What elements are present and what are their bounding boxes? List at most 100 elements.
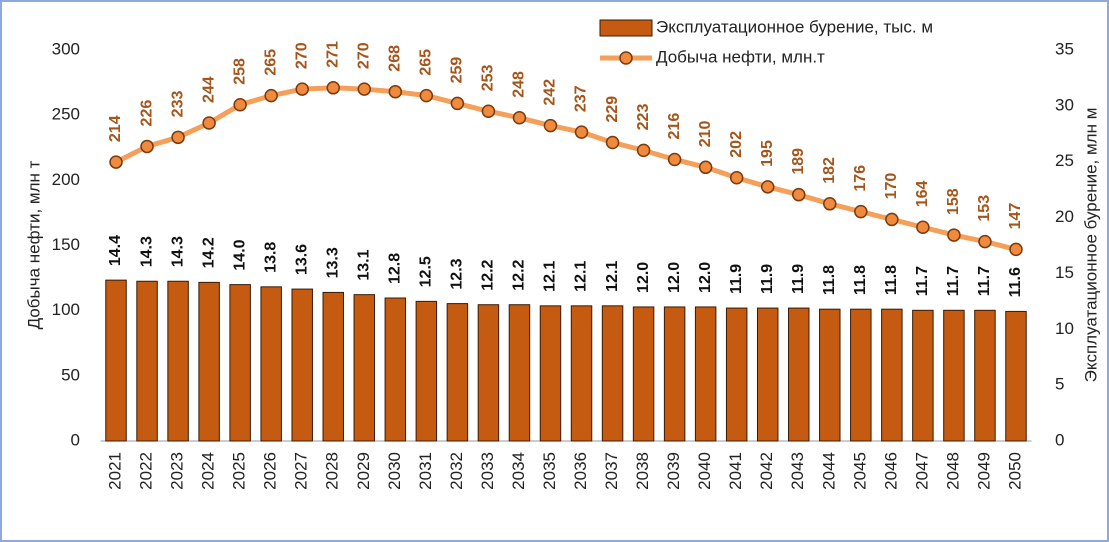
- bar-value-label: 12.3: [449, 258, 466, 289]
- line-value-label: 223: [635, 104, 652, 131]
- bar-value-label: 11.7: [976, 266, 993, 296]
- bar: [229, 284, 251, 442]
- line-value-label: 189: [790, 148, 807, 175]
- y-tick-label: 100: [52, 300, 80, 319]
- point: [978, 234, 992, 249]
- bar: [725, 307, 748, 442]
- x-tick-label: 2048: [943, 452, 962, 490]
- point: [512, 111, 527, 125]
- y2-tick-label: 10: [1055, 319, 1074, 338]
- bar: [415, 300, 438, 442]
- line-value-label: 214: [107, 115, 124, 142]
- point: [698, 160, 713, 175]
- line-value-label: 164: [914, 180, 931, 207]
- point: [419, 88, 434, 103]
- y2-tick-label: 35: [1055, 39, 1074, 58]
- bar: [105, 279, 127, 442]
- point: [295, 82, 309, 96]
- bar-value-label: 14.4: [107, 235, 124, 266]
- bar-value-label: 12.2: [511, 259, 528, 290]
- x-tick-label: 2030: [385, 452, 404, 490]
- y2-tick-label: 25: [1055, 151, 1074, 170]
- line-value-label: 244: [200, 76, 217, 103]
- x-tick-label: 2043: [788, 452, 807, 490]
- bar-value-label: 14.2: [200, 237, 217, 268]
- bar-value-label: 14.3: [138, 236, 155, 267]
- bar-value-label: 12.0: [635, 262, 652, 293]
- point: [264, 88, 278, 103]
- legend-marker: [619, 51, 633, 65]
- line-value-label: 233: [169, 91, 186, 118]
- point: [854, 204, 868, 219]
- bar: [322, 291, 344, 442]
- bar: [136, 280, 158, 442]
- line-value-label: 147: [1007, 203, 1024, 230]
- bar-value-label: 11.6: [1007, 267, 1024, 297]
- y2-tick-label: 30: [1055, 95, 1074, 114]
- point: [636, 143, 651, 158]
- line-value-label: 271: [324, 41, 341, 68]
- y2-tick-label: 0: [1055, 430, 1064, 449]
- bar-value-label: 11.9: [759, 264, 776, 294]
- bar-value-label: 13.6: [293, 244, 310, 275]
- point: [357, 82, 372, 96]
- y2-tick-label: 15: [1055, 263, 1074, 282]
- bar-value-label: 12.8: [387, 253, 404, 284]
- bar: [943, 309, 965, 442]
- x-tick-label: 2032: [447, 452, 466, 490]
- x-tick-label: 2036: [571, 452, 590, 490]
- x-tick-label: 2049: [974, 452, 993, 490]
- line-value-label: 242: [542, 79, 559, 106]
- point: [729, 170, 744, 185]
- bar: [632, 306, 655, 442]
- legend-label: Эксплуатационное бурение, тыс. м: [656, 17, 933, 36]
- point: [667, 152, 682, 167]
- y-tick-label: 250: [52, 105, 80, 124]
- point: [450, 96, 465, 111]
- x-tick-label: 2023: [168, 452, 187, 490]
- x-tick-label: 2039: [664, 452, 683, 490]
- y-tick-label: 300: [52, 39, 80, 58]
- bar-value-label: 13.8: [262, 242, 279, 273]
- point: [202, 116, 216, 130]
- point: [605, 135, 620, 150]
- line-value-label: 216: [666, 113, 683, 140]
- legend-label: Добыча нефти, млн.т: [656, 47, 825, 66]
- x-tick-label: 2040: [695, 452, 714, 490]
- bar: [601, 305, 624, 442]
- x-tick-label: 2024: [199, 452, 218, 490]
- point: [574, 125, 589, 139]
- point: [1009, 242, 1023, 257]
- bar: [539, 305, 562, 442]
- bar: [819, 308, 841, 442]
- y-tick-label: 50: [61, 365, 80, 384]
- x-tick-label: 2021: [106, 452, 125, 490]
- line-value-label: 158: [945, 188, 962, 215]
- line-value-label: 237: [573, 85, 590, 112]
- bar: [788, 307, 810, 442]
- bar: [912, 309, 934, 442]
- line-value-label: 268: [387, 45, 404, 72]
- line-value-label: 258: [231, 58, 248, 85]
- x-tick-label: 2037: [602, 452, 621, 490]
- bar-value-label: 12.2: [480, 259, 497, 290]
- bar: [198, 281, 220, 442]
- point: [326, 81, 340, 95]
- bar: [167, 280, 189, 442]
- bar-value-label: 11.8: [821, 265, 838, 295]
- x-tick-label: 2025: [230, 452, 249, 490]
- point: [760, 180, 775, 194]
- bar: [570, 305, 593, 442]
- bar: [353, 294, 376, 442]
- point: [792, 187, 806, 202]
- bar-value-label: 11.7: [945, 266, 962, 296]
- point: [109, 155, 123, 169]
- point: [947, 228, 961, 242]
- bar-value-label: 12.5: [418, 256, 435, 287]
- x-tick-label: 2028: [323, 452, 342, 490]
- line-value-label: 259: [449, 57, 466, 84]
- bar: [384, 297, 407, 442]
- point: [885, 212, 899, 227]
- bar: [850, 308, 872, 442]
